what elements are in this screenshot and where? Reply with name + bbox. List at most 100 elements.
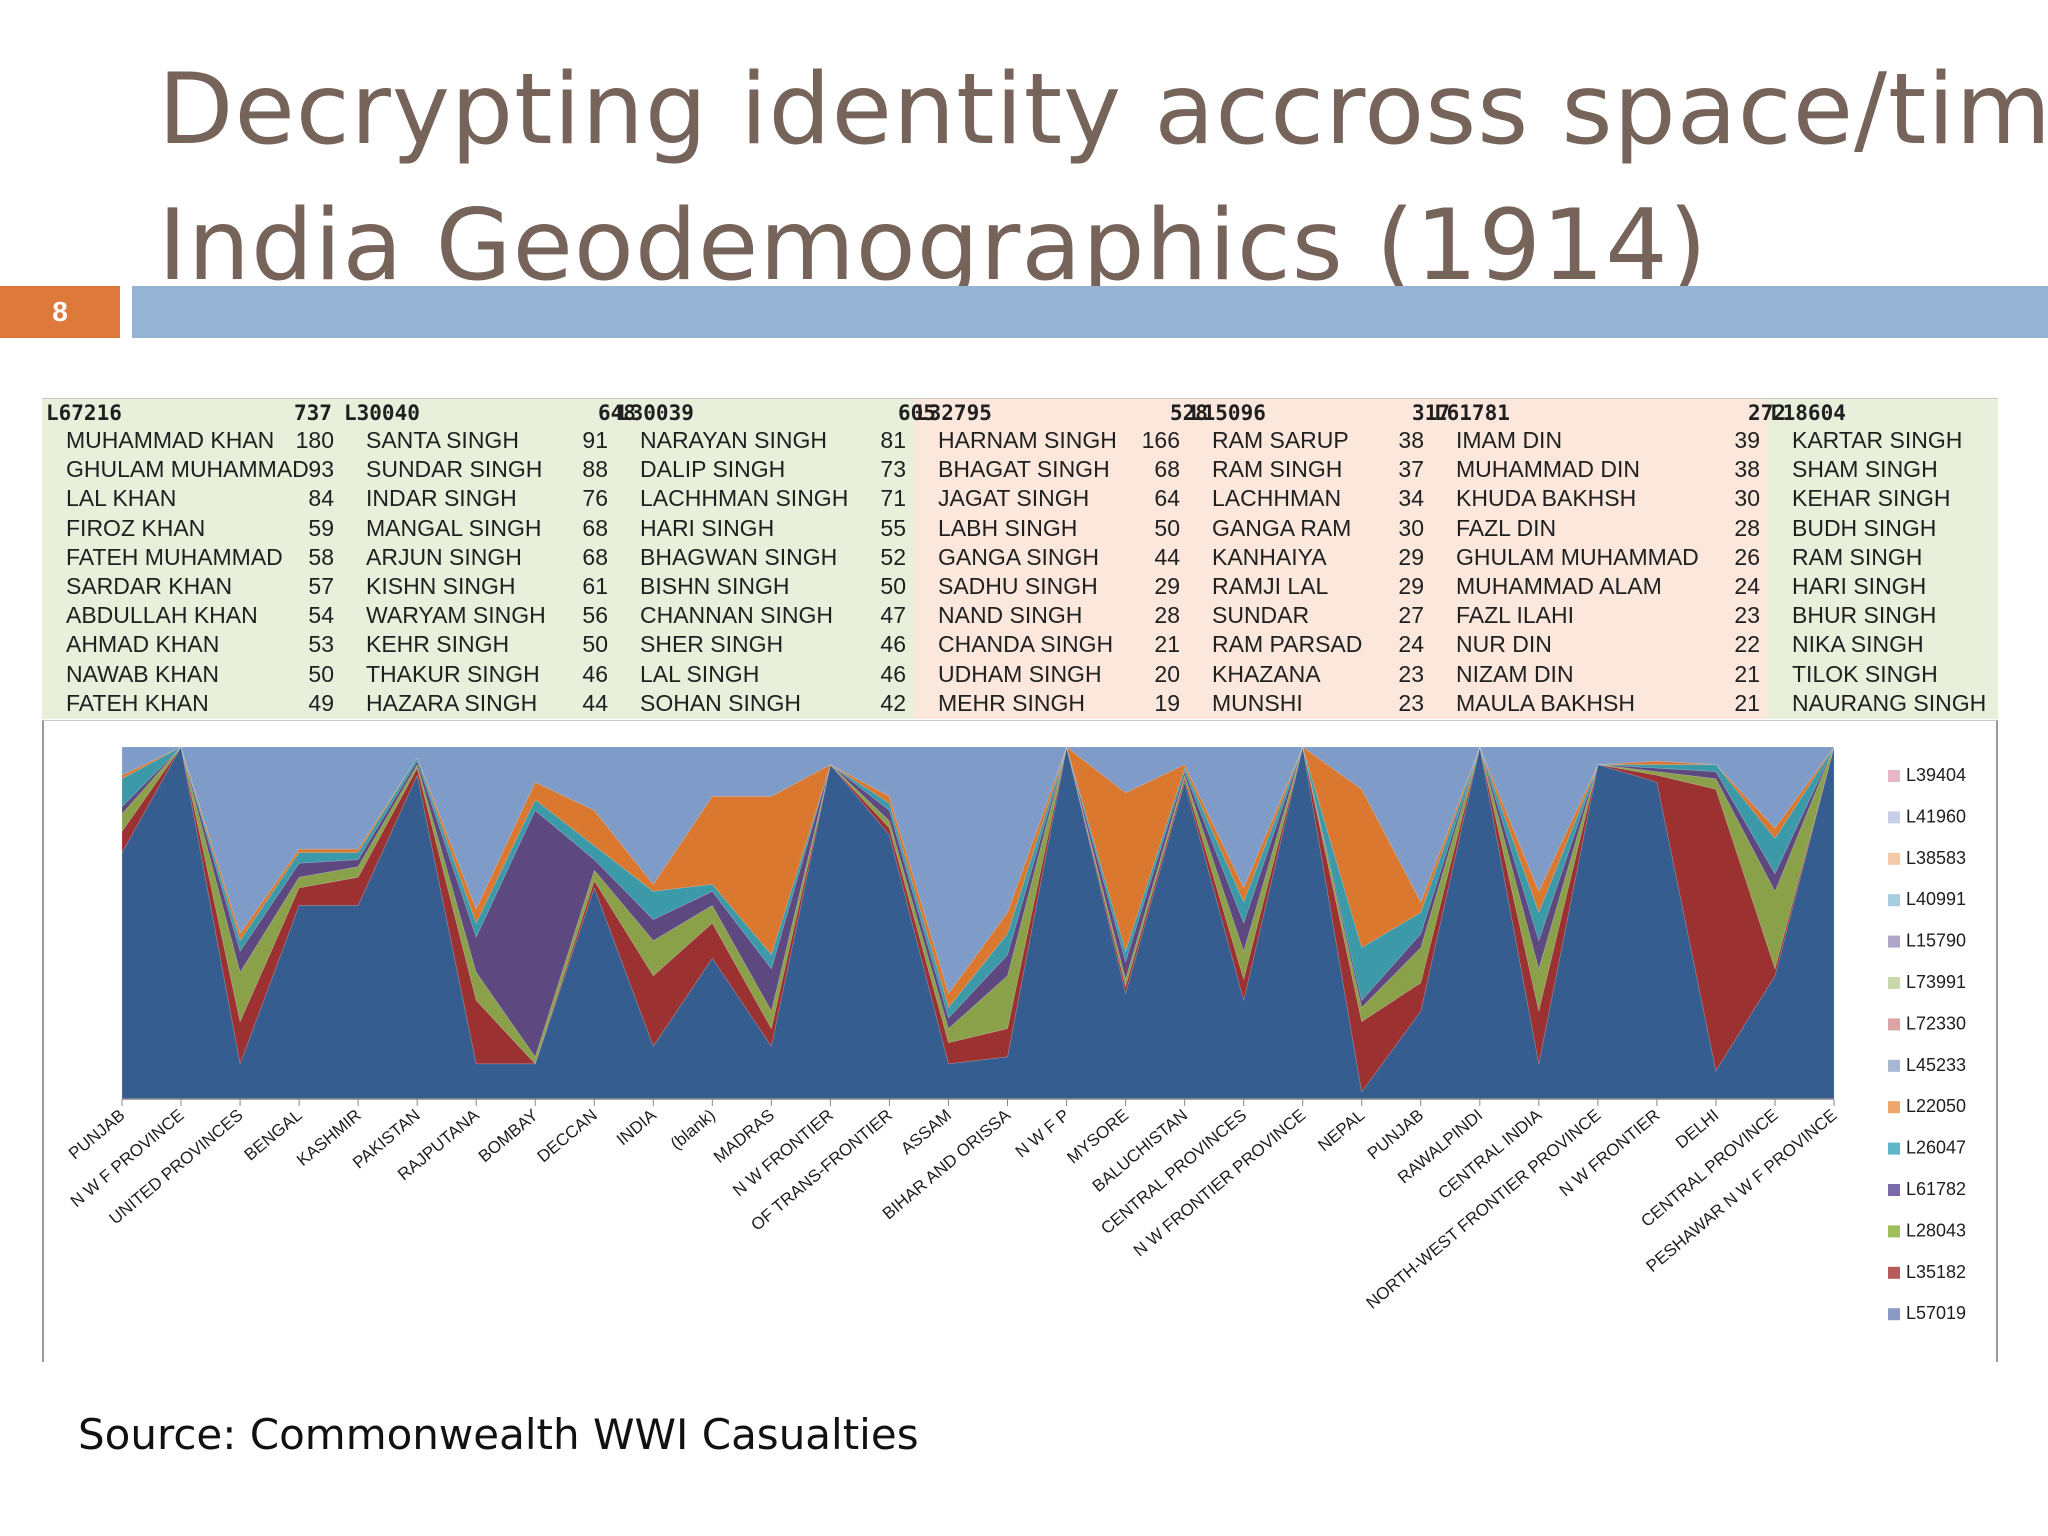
table-row: SARDAR KHAN 57: [42, 573, 342, 602]
table-row: MAULA BAKHSH 21: [1432, 690, 1768, 719]
table-row: MUNSHI 23: [1188, 690, 1432, 719]
surname-name: RAM PARSAD: [1212, 631, 1363, 658]
surname-name: HARNAM SINGH: [938, 427, 1117, 453]
surname-count: 21: [1154, 631, 1180, 658]
table-row: GHULAM MUHAMMAD 26: [1432, 544, 1768, 573]
surname-count: 64: [1154, 485, 1180, 512]
surname-count: 93: [308, 456, 334, 483]
surname-count: 34: [1398, 485, 1424, 512]
surname-name: KISHN SINGH: [366, 573, 516, 599]
legend-swatch: [1888, 1018, 1900, 1031]
table-row: SHAM SINGH: [1768, 456, 1998, 485]
legend-label: L26047: [1906, 1138, 1966, 1158]
surname-name: KEHAR SINGH: [1792, 485, 1951, 512]
surname-name: FATEH MUHAMMAD: [66, 543, 283, 570]
surname-name: SUNDAR: [1212, 602, 1310, 629]
table-row: HARI SINGH 55: [616, 515, 914, 544]
surname-count: 50: [880, 573, 906, 599]
table-row: FATEH KHAN 49: [42, 690, 342, 719]
table-column: L30040 SANTA SINGH 91 SUNDAR SINGH 88 INDAR S…: [342, 399, 616, 719]
table-row: KEHAR SINGH: [1768, 485, 1998, 514]
legend-label: L41960: [1906, 806, 1966, 826]
surname-count: 46: [582, 660, 608, 687]
legend-label: L73991: [1906, 972, 1966, 992]
table-row: FIROZ KHAN 59: [42, 515, 342, 544]
surname-count: 84: [308, 485, 334, 512]
table-row: KHAZANA 23: [1188, 661, 1432, 690]
table-column: L32795 HARNAM SINGH 166 BHAGAT SINGH 68 JAGAT…: [914, 399, 1188, 719]
legend-label: L57019: [1906, 1303, 1966, 1323]
x-tick-label: CENTRAL INDIA: [1435, 1105, 1546, 1203]
slide-number: 8: [0, 286, 120, 338]
x-tick-label: INDIA: [613, 1105, 660, 1149]
legend-swatch: [1888, 1308, 1900, 1321]
table-row: RAMJI LAL 29: [1188, 573, 1432, 602]
surname-count: 28: [1734, 514, 1760, 541]
surname-count: 19: [1154, 689, 1180, 716]
legend-swatch: [1888, 1225, 1900, 1238]
surname-count: 23: [1734, 602, 1760, 629]
table-row: LABH SINGH 50: [914, 515, 1188, 544]
surname-name: THAKUR SINGH: [366, 660, 540, 687]
surname-name: MAULA BAKHSH: [1456, 689, 1635, 716]
surname-name: NAND SINGH: [938, 602, 1083, 629]
surname-count: 50: [1154, 514, 1180, 541]
x-tick-label: DELHI: [1672, 1106, 1723, 1153]
surname-name: GANGA SINGH: [938, 543, 1100, 570]
surname-name: KHAZANA: [1212, 660, 1321, 687]
surname-name: FIROZ KHAN: [66, 514, 206, 541]
table-row: HARI SINGH: [1768, 573, 1998, 602]
surname-count: 46: [880, 631, 906, 658]
title-line-1: Decrypting identity accross space/time:: [158, 53, 2048, 167]
surname-count: 55: [880, 514, 906, 541]
surname-name: MUHAMMAD ALAM: [1456, 573, 1662, 599]
legend-label: L15790: [1906, 931, 1966, 951]
surname-name: ARJUN SINGH: [366, 543, 522, 570]
surname-name: RAM SINGH: [1212, 456, 1343, 483]
surname-name: SHAM SINGH: [1792, 456, 1938, 483]
surname-name: KANHAIYA: [1212, 543, 1327, 570]
area-series-l61781: [121, 745, 1835, 1009]
surname-name: UDHAM SINGH: [938, 660, 1102, 687]
legend-swatch: [1888, 1184, 1900, 1196]
table-row: NARAYAN SINGH 81: [616, 427, 914, 456]
surname-name: LACHHMAN SINGH: [640, 485, 849, 512]
legend-label: L22050: [1906, 1096, 1966, 1116]
x-tick-label: (blank): [667, 1106, 719, 1154]
surname-count: 44: [1154, 543, 1180, 570]
column-header-label: L32795: [916, 401, 992, 425]
column-header-count: 317: [1412, 401, 1450, 425]
table-row: FAZL ILAHI 23: [1432, 602, 1768, 631]
surname-count: 52: [880, 543, 906, 570]
surname-name: JAGAT SINGH: [938, 485, 1090, 512]
surname-count: 27: [1398, 602, 1424, 629]
table-row: UDHAM SINGH 20: [914, 661, 1188, 690]
source-note: Source: Commonwealth WWI Casualties: [78, 1410, 919, 1459]
legend-label: L45233: [1906, 1055, 1966, 1075]
area-series-l18604: [121, 746, 1835, 995]
surname-name: GHULAM MUHAMMAD: [1456, 543, 1699, 570]
surname-name: BHUR SINGH: [1792, 602, 1937, 629]
surname-name: LABH SINGH: [938, 514, 1078, 541]
surname-count: 38: [1734, 456, 1760, 483]
surname-count: 68: [582, 514, 608, 541]
table-row: NIKA SINGH: [1768, 631, 1998, 660]
surname-count: 29: [1398, 543, 1424, 570]
table-row: KEHR SINGH 50: [342, 631, 616, 660]
table-row: BUDH SINGH: [1768, 515, 1998, 544]
surname-name: NARAYAN SINGH: [640, 427, 828, 453]
surname-name: SUNDAR SINGH: [366, 456, 543, 483]
surname-name: SANTA SINGH: [366, 427, 519, 453]
table-column: L61781 IMAM DIN 39 MUHAMMAD DIN 38 KHUDA BAKH…: [1432, 399, 1768, 719]
surname-name: NUR DIN: [1456, 631, 1552, 658]
surname-name: NAWAB KHAN: [66, 660, 219, 687]
surname-name: HARI SINGH: [640, 514, 775, 541]
surname-name: BHAGAT SINGH: [938, 456, 1110, 483]
table-row: NIZAM DIN 21: [1432, 661, 1768, 690]
surname-name: AHMAD KHAN: [66, 631, 220, 658]
surname-name: NAURANG SINGH: [1792, 689, 1987, 716]
table-row: NAND SINGH 28: [914, 602, 1188, 631]
table-row: AHMAD KHAN 53: [42, 631, 342, 660]
surname-name: RAM SINGH: [1792, 543, 1923, 570]
table-row: SADHU SINGH 29: [914, 573, 1188, 602]
